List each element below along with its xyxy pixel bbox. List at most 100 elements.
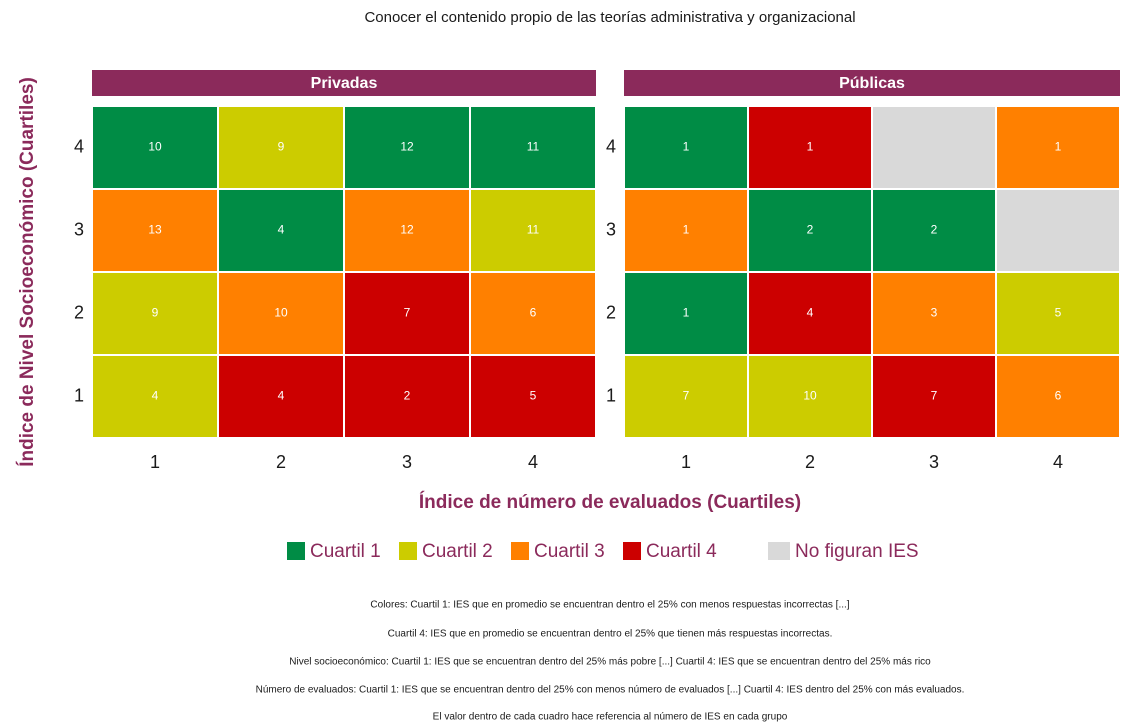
strip-label: Públicas bbox=[839, 75, 905, 92]
x-tick-label: 4 bbox=[1053, 452, 1063, 472]
cell-label: 11 bbox=[527, 140, 540, 154]
strip-label: Privadas bbox=[311, 75, 378, 92]
cell bbox=[219, 107, 343, 188]
y-tick-label: 4 bbox=[74, 136, 84, 156]
y-tick-label: 2 bbox=[74, 302, 84, 322]
legend-label: Cuartil 3 bbox=[534, 541, 605, 562]
cell-label: 2 bbox=[404, 389, 411, 403]
note: Cuartil 4: IES que en promedio se encuen… bbox=[388, 629, 833, 640]
cell bbox=[625, 273, 747, 354]
cell-label: 4 bbox=[278, 223, 285, 237]
cell bbox=[625, 190, 747, 271]
cell bbox=[997, 273, 1119, 354]
cell-label: 7 bbox=[931, 389, 938, 403]
cell-label: 7 bbox=[683, 389, 690, 403]
strip bbox=[92, 70, 596, 96]
cell-label: 10 bbox=[803, 389, 817, 403]
x-tick-label: 1 bbox=[681, 452, 691, 472]
cell bbox=[93, 356, 217, 437]
cell bbox=[345, 356, 469, 437]
cell-label: 1 bbox=[683, 223, 690, 237]
cell-label: 1 bbox=[683, 140, 690, 154]
cell-label: 10 bbox=[274, 306, 288, 320]
cell bbox=[873, 356, 995, 437]
cell bbox=[471, 273, 595, 354]
x-tick-label: 2 bbox=[805, 452, 815, 472]
y-axis-title: Índice de Nivel Socioeconómico (Cuartile… bbox=[16, 77, 38, 467]
cell bbox=[471, 107, 595, 188]
x-tick-label: 4 bbox=[528, 452, 538, 472]
cell bbox=[749, 356, 871, 437]
cell bbox=[471, 190, 595, 271]
legend-swatch bbox=[511, 542, 529, 560]
cell bbox=[997, 356, 1119, 437]
note: Número de evaluados: Cuartil 1: IES que … bbox=[256, 685, 965, 696]
y-tick-label: 1 bbox=[74, 385, 84, 405]
cell bbox=[471, 356, 595, 437]
cell bbox=[345, 273, 469, 354]
y-tick-label: 2 bbox=[606, 302, 616, 322]
cell bbox=[749, 273, 871, 354]
cell-label: 10 bbox=[148, 140, 162, 154]
cell bbox=[625, 356, 747, 437]
cell-label: 7 bbox=[404, 306, 411, 320]
cell bbox=[625, 107, 747, 188]
cell bbox=[997, 107, 1119, 188]
cell-label: 12 bbox=[400, 223, 414, 237]
cell-label: 2 bbox=[807, 223, 814, 237]
x-tick-label: 3 bbox=[402, 452, 412, 472]
cell-label: 1 bbox=[1055, 140, 1062, 154]
cell bbox=[93, 273, 217, 354]
cell bbox=[873, 190, 995, 271]
legend-swatch bbox=[399, 542, 417, 560]
cell bbox=[93, 107, 217, 188]
cell-label: 4 bbox=[807, 306, 814, 320]
y-tick-label: 4 bbox=[606, 136, 616, 156]
cell bbox=[997, 190, 1119, 271]
cell-label: 1 bbox=[683, 306, 690, 320]
cell bbox=[873, 273, 995, 354]
x-axis-title: Índice de número de evaluados (Cuartiles… bbox=[419, 491, 801, 513]
cell bbox=[345, 107, 469, 188]
cell bbox=[93, 190, 217, 271]
legend-label: Cuartil 1 bbox=[310, 541, 381, 562]
note: Nivel socioeconómico: Cuartil 1: IES que… bbox=[289, 657, 931, 668]
cell-label: 6 bbox=[530, 306, 537, 320]
note: El valor dentro de cada cuadro hace refe… bbox=[433, 712, 788, 723]
x-tick-label: 1 bbox=[150, 452, 160, 472]
cell-label: 9 bbox=[152, 306, 159, 320]
chart-title: Conocer el contenido propio de las teorí… bbox=[364, 9, 855, 26]
cell-label: 6 bbox=[1055, 389, 1062, 403]
cell-label: 5 bbox=[1055, 306, 1062, 320]
cell-label: 4 bbox=[152, 389, 159, 403]
cell bbox=[873, 107, 995, 188]
legend-label: Cuartil 2 bbox=[422, 541, 493, 562]
cell-label: 13 bbox=[148, 223, 162, 237]
cell-label: 12 bbox=[400, 140, 414, 154]
strip bbox=[624, 70, 1120, 96]
cell-label: 4 bbox=[278, 389, 285, 403]
y-tick-label: 3 bbox=[74, 219, 84, 239]
x-tick-label: 2 bbox=[276, 452, 286, 472]
cell bbox=[219, 190, 343, 271]
y-tick-label: 3 bbox=[606, 219, 616, 239]
legend-swatch bbox=[623, 542, 641, 560]
legend-label: Cuartil 4 bbox=[646, 541, 717, 562]
note: Colores: Cuartil 1: IES que en promedio … bbox=[370, 600, 849, 611]
cell bbox=[219, 356, 343, 437]
cell bbox=[219, 273, 343, 354]
cell bbox=[345, 190, 469, 271]
x-tick-label: 3 bbox=[929, 452, 939, 472]
cell-label: 11 bbox=[527, 223, 540, 237]
cell-label: 1 bbox=[807, 140, 814, 154]
cell bbox=[749, 107, 871, 188]
legend-label: No figuran IES bbox=[795, 541, 919, 562]
cell-label: 2 bbox=[931, 223, 938, 237]
cell-label: 9 bbox=[278, 140, 285, 154]
cell bbox=[749, 190, 871, 271]
legend-swatch bbox=[287, 542, 305, 560]
y-tick-label: 1 bbox=[606, 385, 616, 405]
legend-swatch bbox=[768, 542, 790, 560]
cell-label: 5 bbox=[530, 389, 537, 403]
